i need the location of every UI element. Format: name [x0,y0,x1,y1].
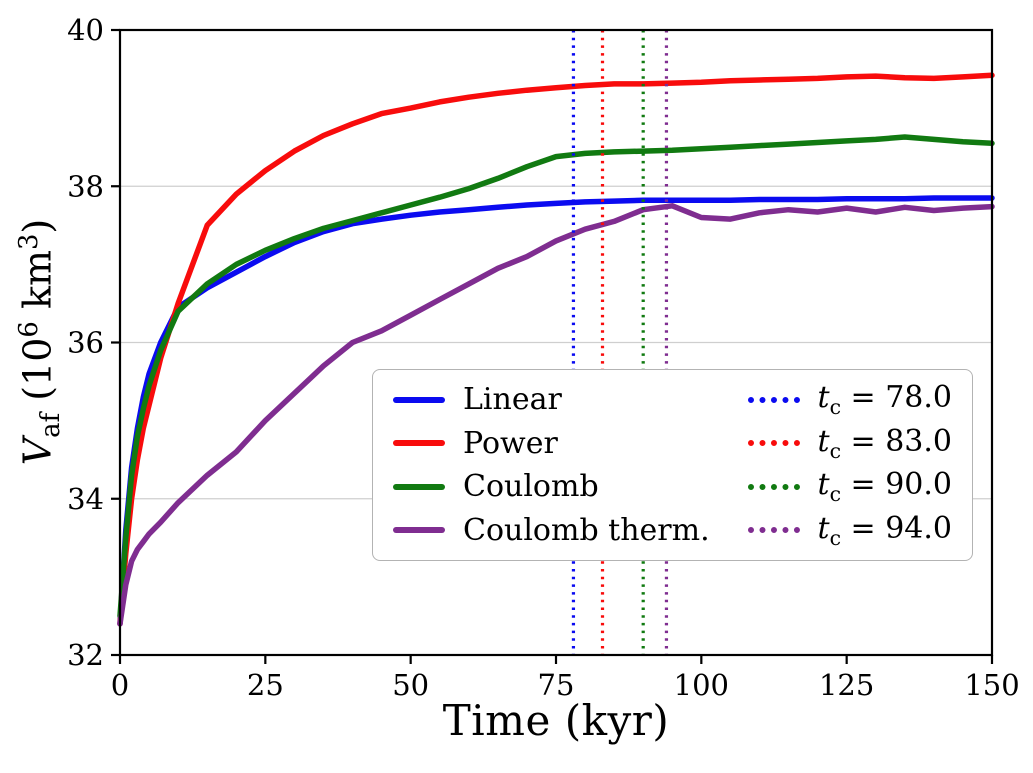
y-axis-label-close: ) [15,218,60,234]
y-axis-label-subscript: af [36,412,67,438]
x-axis-label: Time (kyr) [442,696,670,745]
legend-item-linear: Linear [393,382,722,417]
x-tick-label-25: 25 [247,668,284,702]
legend-tc-label-83: tc = 83.0 [817,423,953,463]
y-tick-label-32: 32 [67,638,104,672]
series-line-power [117,72,995,627]
legend-label-coulomb: Coulomb [463,469,599,505]
legend-item-tc-90: tc = 90.0 [747,467,953,507]
x-tick-label-75: 75 [538,668,575,702]
y-axis-label-exponent: 6 [13,321,44,338]
legend-line-sample-linear [393,396,445,403]
y-axis-label-variable: V [15,437,60,466]
y-tick-label-40: 40 [67,13,104,47]
x-tick-label-150: 150 [964,668,1019,702]
legend-item-tc-94: tc = 94.0 [747,510,953,550]
series-line-coulomb [117,134,995,619]
legend-dotted-sample-tc-90 [747,483,800,490]
legend-dotted-sample-tc-94 [747,527,800,534]
legend-line-sample-coulomb [393,483,445,490]
series-line-linear [117,195,995,627]
legend-item-tc-83: tc = 83.0 [747,423,953,463]
y-axis-label: Vaf (106 km3) [14,219,66,466]
y-axis-label-unit-exponent: 3 [13,233,44,250]
legend-dotted-sample-tc-83 [747,440,800,447]
y-tick-label-36: 36 [67,326,104,360]
x-tick-label-50: 50 [392,668,429,702]
legend-label-coulomb-therm: Coulomb therm. [463,512,710,548]
x-tick-label-125: 125 [819,668,874,702]
legend-dotted-sample-tc-78 [747,396,800,403]
legend-series-column: Linear Power Coulomb Coulomb therm. [393,378,722,552]
y-tick-label-34: 34 [67,482,104,516]
legend-item-tc-78: tc = 78.0 [747,380,953,420]
legend-item-coulomb-therm: Coulomb therm. [393,513,722,548]
legend-line-sample-power [393,440,445,447]
legend-tc-label-78: tc = 78.0 [817,380,953,420]
series-line-coulomb-therm [117,203,995,627]
legend-line-sample-coulomb-therm [393,527,445,534]
y-tick-label-38: 38 [67,169,104,203]
legend: Linear Power Coulomb Coulomb therm. tc = 78… [372,369,973,561]
legend-label-power: Power [463,425,558,461]
legend-item-power: Power [393,426,722,461]
legend-tc-label-90: tc = 90.0 [817,467,953,507]
x-tick-label-0: 0 [111,668,129,702]
x-tick-label-100: 100 [674,668,729,702]
legend-tc-column: tc = 78.0 tc = 83.0 tc = 90.0 tc = 94.0 [747,378,953,552]
legend-tc-label-94: tc = 94.0 [817,510,953,550]
legend-label-linear: Linear [463,382,562,418]
legend-item-coulomb: Coulomb [393,469,722,504]
y-axis-label-unit: km [15,250,60,322]
y-axis-label-open: (10 [15,337,60,413]
